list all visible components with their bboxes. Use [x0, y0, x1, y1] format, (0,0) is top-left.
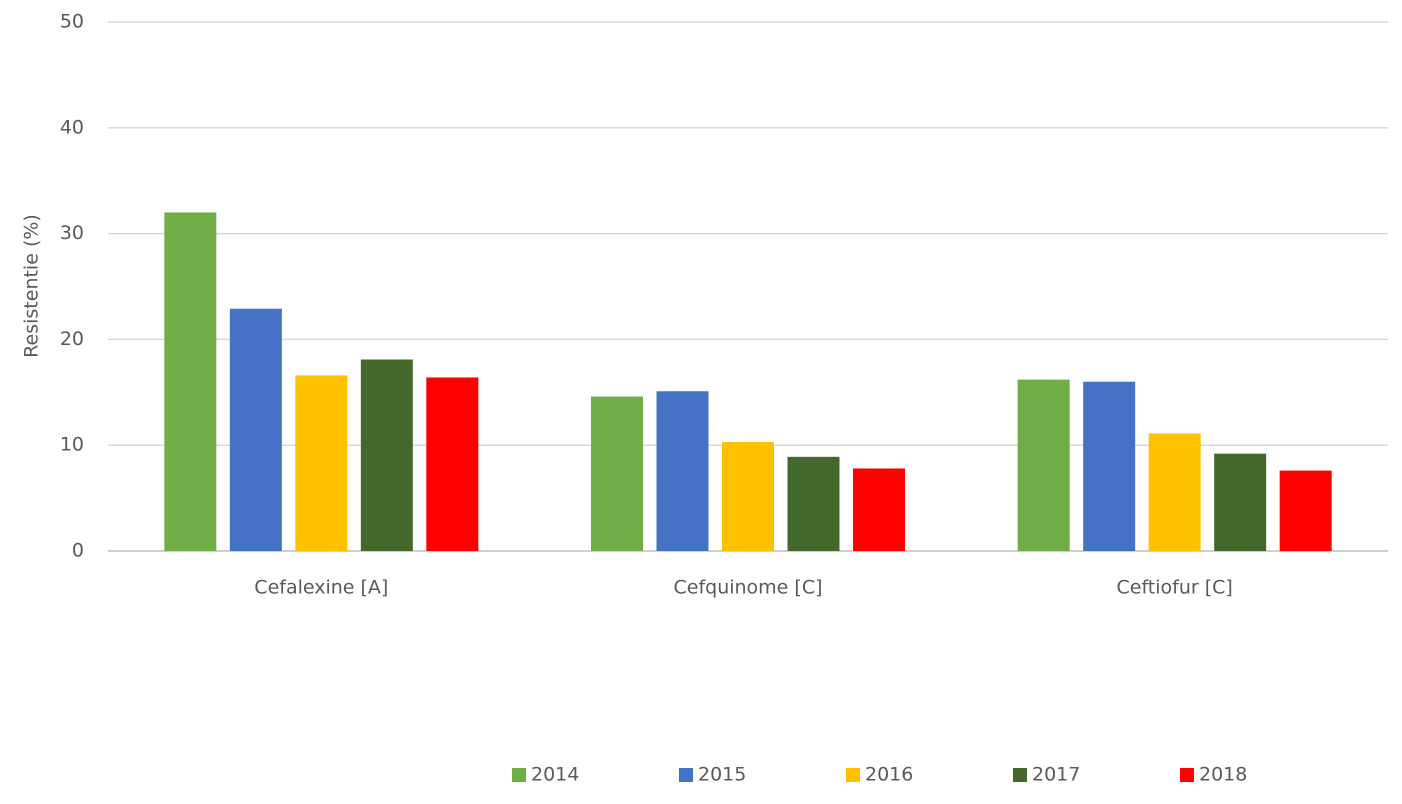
- bar: [787, 456, 840, 551]
- legend-swatch: [1013, 768, 1027, 782]
- bar: [1279, 470, 1332, 551]
- bar: [1148, 433, 1201, 551]
- y-tick-label: 50: [60, 11, 84, 33]
- y-tick-label: 0: [72, 540, 84, 562]
- legend-label: 2014: [531, 764, 579, 786]
- x-tick-label: Cefquinome [C]: [673, 577, 822, 599]
- bar: [1214, 453, 1267, 551]
- x-tick-label: Cefalexine [A]: [254, 577, 388, 599]
- bar: [656, 391, 709, 551]
- bar: [853, 468, 905, 551]
- y-axis-label: Resistentie (%): [21, 214, 43, 358]
- bar: [722, 442, 774, 551]
- legend-swatch: [679, 768, 693, 782]
- legend-swatch: [846, 768, 860, 782]
- legend-label: 2017: [1032, 764, 1080, 786]
- bar: [591, 396, 643, 551]
- legend-label: 2016: [865, 764, 913, 786]
- bar: [164, 212, 217, 551]
- bar: [360, 359, 413, 551]
- bar: [1017, 379, 1070, 551]
- x-tick-label: Ceftiofur [C]: [1116, 577, 1232, 599]
- y-tick-label: 30: [60, 222, 84, 244]
- bar: [229, 308, 282, 551]
- legend-swatch: [512, 768, 526, 782]
- y-tick-label: 10: [60, 434, 84, 456]
- y-tick-label: 20: [60, 328, 84, 350]
- bar: [295, 375, 348, 551]
- y-tick-label: 40: [60, 116, 84, 138]
- legend-label: 2015: [698, 764, 746, 786]
- legend-label: 2018: [1199, 764, 1247, 786]
- legend-swatch: [1180, 768, 1194, 782]
- bar: [1083, 381, 1136, 551]
- bar: [426, 377, 479, 551]
